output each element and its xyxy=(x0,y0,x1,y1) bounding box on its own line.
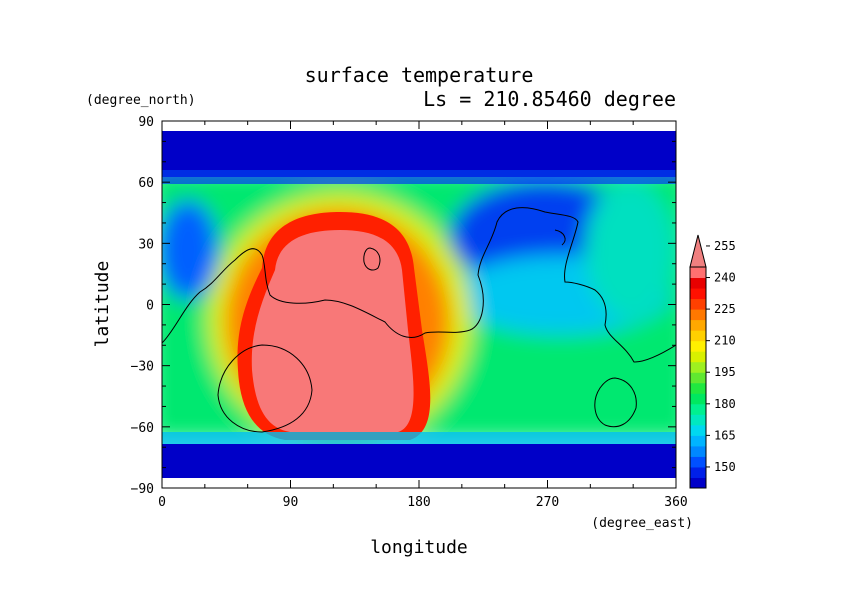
x-axis: 0 90 180 270 360 xyxy=(158,121,688,510)
topography-contours xyxy=(162,207,676,433)
y-tick-label: −30 xyxy=(131,360,154,375)
x-tick-label: 0 xyxy=(158,495,166,510)
colorbar-tick-label: 165 xyxy=(714,428,736,442)
x-unit-label: (degree_east) xyxy=(591,516,693,531)
contour-main xyxy=(162,207,676,363)
colorbar-segment xyxy=(690,330,706,342)
x-axis-title: longitude xyxy=(370,537,468,558)
field-south-fade xyxy=(162,432,676,444)
contour-crater-west xyxy=(217,344,313,433)
contour-northeast xyxy=(554,229,566,246)
colorbar-segment xyxy=(690,298,706,310)
contour-crater-east xyxy=(594,377,637,428)
colorbar-tick-label: 240 xyxy=(714,271,736,285)
x-tick-label: 180 xyxy=(407,495,430,510)
temperature-field xyxy=(162,121,676,488)
x-tick-label: 360 xyxy=(664,495,687,510)
chart-title: surface temperature xyxy=(305,63,534,87)
colorbar-segment xyxy=(690,277,706,289)
colorbar-segment xyxy=(690,372,706,384)
y-axis-title: latitude xyxy=(92,261,113,348)
colorbar-segment xyxy=(690,267,706,279)
y-tick-label: 90 xyxy=(138,115,154,130)
colorbar-tick-label: 225 xyxy=(714,302,736,316)
colorbar-segment xyxy=(690,319,706,331)
field-north-fade xyxy=(162,170,676,184)
colorbar-overflow-arrow xyxy=(689,234,707,268)
colorbar-tick-label: 180 xyxy=(714,397,736,411)
y-tick-label: 30 xyxy=(138,237,154,252)
y-axis: 90 60 30 0 −30 −60 −90 xyxy=(131,115,676,497)
x-tick-label: 270 xyxy=(536,495,559,510)
colorbar-segment xyxy=(690,445,706,457)
colorbar-segment xyxy=(690,424,706,436)
colorbar-segment xyxy=(690,466,706,478)
field-cyan-east xyxy=(585,180,675,320)
colorbar-segment xyxy=(690,403,706,415)
y-tick-label: 60 xyxy=(138,176,154,191)
colorbar-tick-label: 255 xyxy=(714,239,736,253)
colorbar-tick-label: 195 xyxy=(714,365,736,379)
colorbar-segment xyxy=(690,435,706,447)
colorbar-segment xyxy=(690,309,706,321)
y-tick-label: 0 xyxy=(146,299,154,314)
colorbar-segment xyxy=(690,456,706,468)
colorbar-segment xyxy=(690,288,706,300)
contour-small xyxy=(363,247,381,271)
colorbar-segment xyxy=(690,340,706,352)
y-unit-label: (degree_north) xyxy=(86,93,196,108)
chart-subtitle: Ls = 210.85460 degree xyxy=(423,87,676,111)
colorbar-segment xyxy=(690,361,706,373)
colorbar-segment xyxy=(690,393,706,405)
colorbar-segment xyxy=(690,382,706,394)
colorbar: 150 165 180 195 210 225 240 255 xyxy=(689,234,736,489)
colorbar-tick-label: 150 xyxy=(714,460,736,474)
y-tick-label: −90 xyxy=(131,482,154,497)
colorbar-segment xyxy=(690,414,706,426)
field-cold-west xyxy=(162,200,218,300)
colorbar-segment xyxy=(690,351,706,363)
colorbar-tick-label: 210 xyxy=(714,334,736,348)
y-tick-label: −60 xyxy=(131,421,154,436)
x-tick-label: 90 xyxy=(283,495,299,510)
colorbar-segment xyxy=(690,477,706,489)
field-hot-center xyxy=(251,230,414,432)
